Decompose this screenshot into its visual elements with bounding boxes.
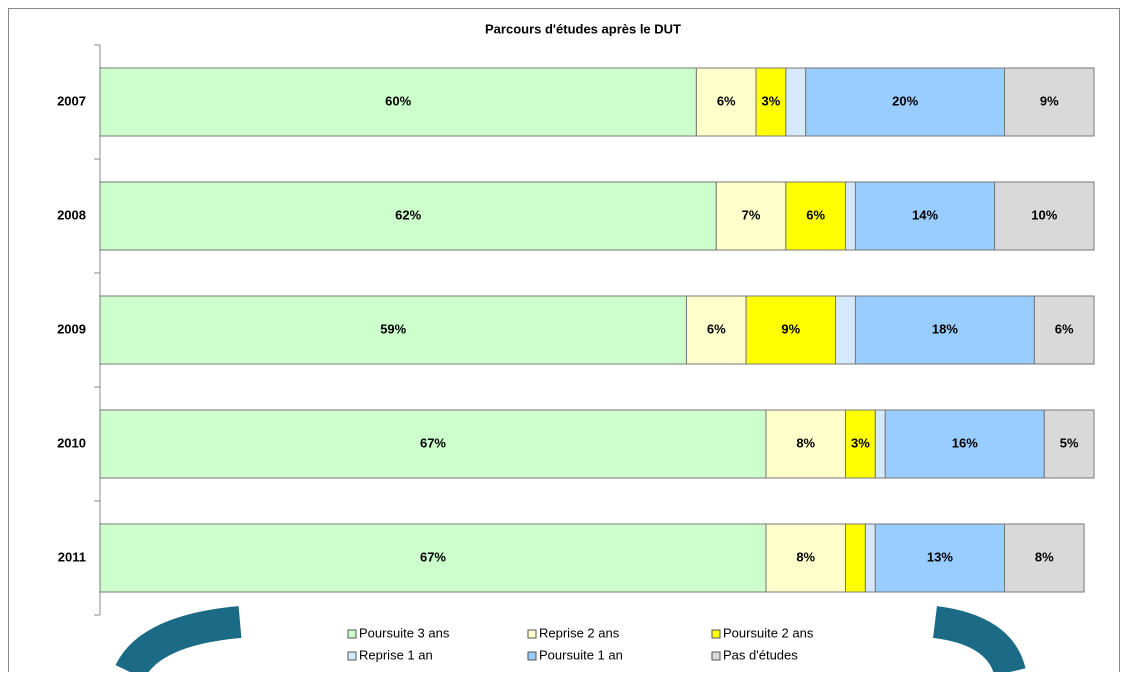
bar-segment [846,524,866,592]
data-label: 6% [1055,321,1074,336]
data-label: 60% [385,93,411,108]
y-tick-label: 2007 [57,93,86,108]
data-label: 8% [796,549,815,564]
legend-label: Reprise 1 an [359,647,433,662]
legend-swatch [528,630,536,638]
data-label: 7% [742,207,761,222]
bar-segment [875,410,885,478]
legend-swatch [528,652,536,660]
data-label: 13% [927,549,953,564]
data-label: 6% [806,207,825,222]
data-label: 59% [380,321,406,336]
data-label: 6% [707,321,726,336]
page: Parcours d'études après le DUT 2007 60% 6%… [0,0,1129,672]
data-label: 20% [892,93,918,108]
data-label: 5% [1060,435,1079,450]
data-label: 8% [796,435,815,450]
data-label: 62% [395,207,421,222]
legend-label: Poursuite 2 ans [723,625,814,640]
data-label: 3% [851,435,870,450]
data-label: 9% [1040,93,1059,108]
data-label: 10% [1031,207,1057,222]
y-tick-label: 2009 [57,321,86,336]
legend-swatch [348,630,356,638]
legend-swatch [712,652,720,660]
data-label: 6% [717,93,736,108]
legend-swatch [712,630,720,638]
legend-label: Poursuite 3 ans [359,625,450,640]
bar-segment [865,524,875,592]
y-tick-label: 2010 [57,435,86,450]
data-label: 18% [932,321,958,336]
data-label: 8% [1035,549,1054,564]
legend-swatch [348,652,356,660]
legend-label: Poursuite 1 an [539,647,623,662]
data-label: 67% [420,549,446,564]
data-label: 16% [952,435,978,450]
data-label: 14% [912,207,938,222]
chart-title: Parcours d'études après le DUT [485,21,681,36]
legend-label: Pas d'études [723,647,798,662]
y-tick-label: 2011 [58,549,86,564]
bar-segment [786,68,806,136]
y-tick-label: 2008 [57,207,86,222]
bar-segment [846,182,856,250]
data-label: 9% [781,321,800,336]
legend-label: Reprise 2 ans [539,625,620,640]
bar-segment [836,296,856,364]
data-label: 67% [420,435,446,450]
data-label: 3% [762,93,781,108]
chart: Parcours d'études après le DUT 2007 60% 6%… [0,0,1129,672]
